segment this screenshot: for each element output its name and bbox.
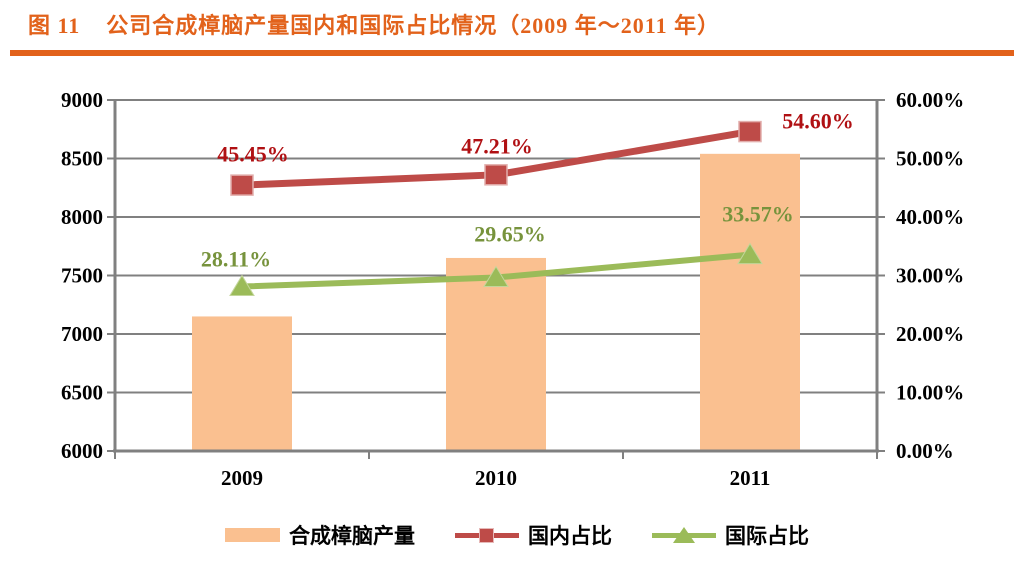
left-axis-label: 8000: [61, 205, 103, 229]
red-square-marker-icon: [479, 528, 494, 543]
left-axis-label: 8500: [61, 147, 103, 171]
left-axis-label: 7000: [61, 322, 103, 346]
data-label-国内占比-2010: 47.21%: [461, 134, 533, 159]
figure-title-text: 公司合成樟脑产量国内和国际占比情况（2009 年～2011 年）: [106, 13, 721, 38]
chart-legend: 合成樟脑产量 国内占比 国际占比: [0, 520, 1034, 550]
data-label-国内占比-2011: 54.60%: [782, 109, 854, 134]
right-axis-label: 40.00%: [896, 205, 964, 229]
legend-label-domestic: 国内占比: [528, 524, 612, 548]
square-marker-2009: [230, 174, 254, 196]
green-triangle-marker-icon: [673, 527, 695, 543]
left-axis-label: 9000: [61, 88, 103, 112]
x-category-label: 2011: [730, 466, 771, 490]
figure-number: 图 11: [28, 13, 81, 38]
data-label-国内占比-2009: 45.45%: [217, 142, 289, 167]
right-axis-label: 60.00%: [896, 88, 964, 112]
legend-item-domestic: 国内占比: [455, 520, 612, 550]
square-marker-2010: [484, 164, 508, 186]
legend-item-production: 合成樟脑产量: [225, 520, 415, 550]
legend-label-production: 合成樟脑产量: [289, 524, 415, 548]
right-axis-label: 20.00%: [896, 322, 964, 346]
x-category-label: 2009: [221, 466, 263, 490]
triangle-marker-2011: [737, 242, 763, 265]
left-axis-label: 6500: [61, 381, 103, 405]
legend-item-international: 国际占比: [652, 520, 809, 550]
bar-2011: [700, 153, 800, 451]
combo-chart: 9000 8500 8000 7500 7000 6500 6000 60.00% 50.00%…: [61, 88, 964, 490]
right-axis-label: 10.00%: [896, 381, 964, 405]
data-label-国际占比-2009: 28.11%: [201, 247, 271, 272]
x-category-label: 2010: [475, 466, 517, 490]
line-square-swatch-icon: [455, 526, 519, 544]
left-axis-label: 7500: [61, 264, 103, 288]
legend-label-international: 国际占比: [725, 524, 809, 548]
bar-2009: [192, 316, 292, 451]
triangle-marker-2010: [483, 265, 509, 288]
right-axis-label: 30.00%: [896, 264, 964, 288]
bar-2010: [446, 257, 546, 451]
data-label-国际占比-2010: 29.65%: [474, 222, 546, 247]
line-triangle-swatch-icon: [652, 526, 716, 544]
left-axis-label: 6000: [61, 439, 103, 463]
title-divider: [10, 50, 1014, 56]
bar-swatch-icon: [225, 528, 280, 542]
square-marker-2011: [738, 120, 762, 143]
triangle-marker-2009: [229, 274, 255, 297]
figure-title: 图 11 公司合成樟脑产量国内和国际占比情况（2009 年～2011 年）: [28, 8, 720, 40]
right-axis-label: 50.00%: [896, 147, 964, 171]
right-axis-label: 0.00%: [896, 439, 954, 463]
data-label-国际占比-2011: 33.57%: [722, 202, 794, 227]
